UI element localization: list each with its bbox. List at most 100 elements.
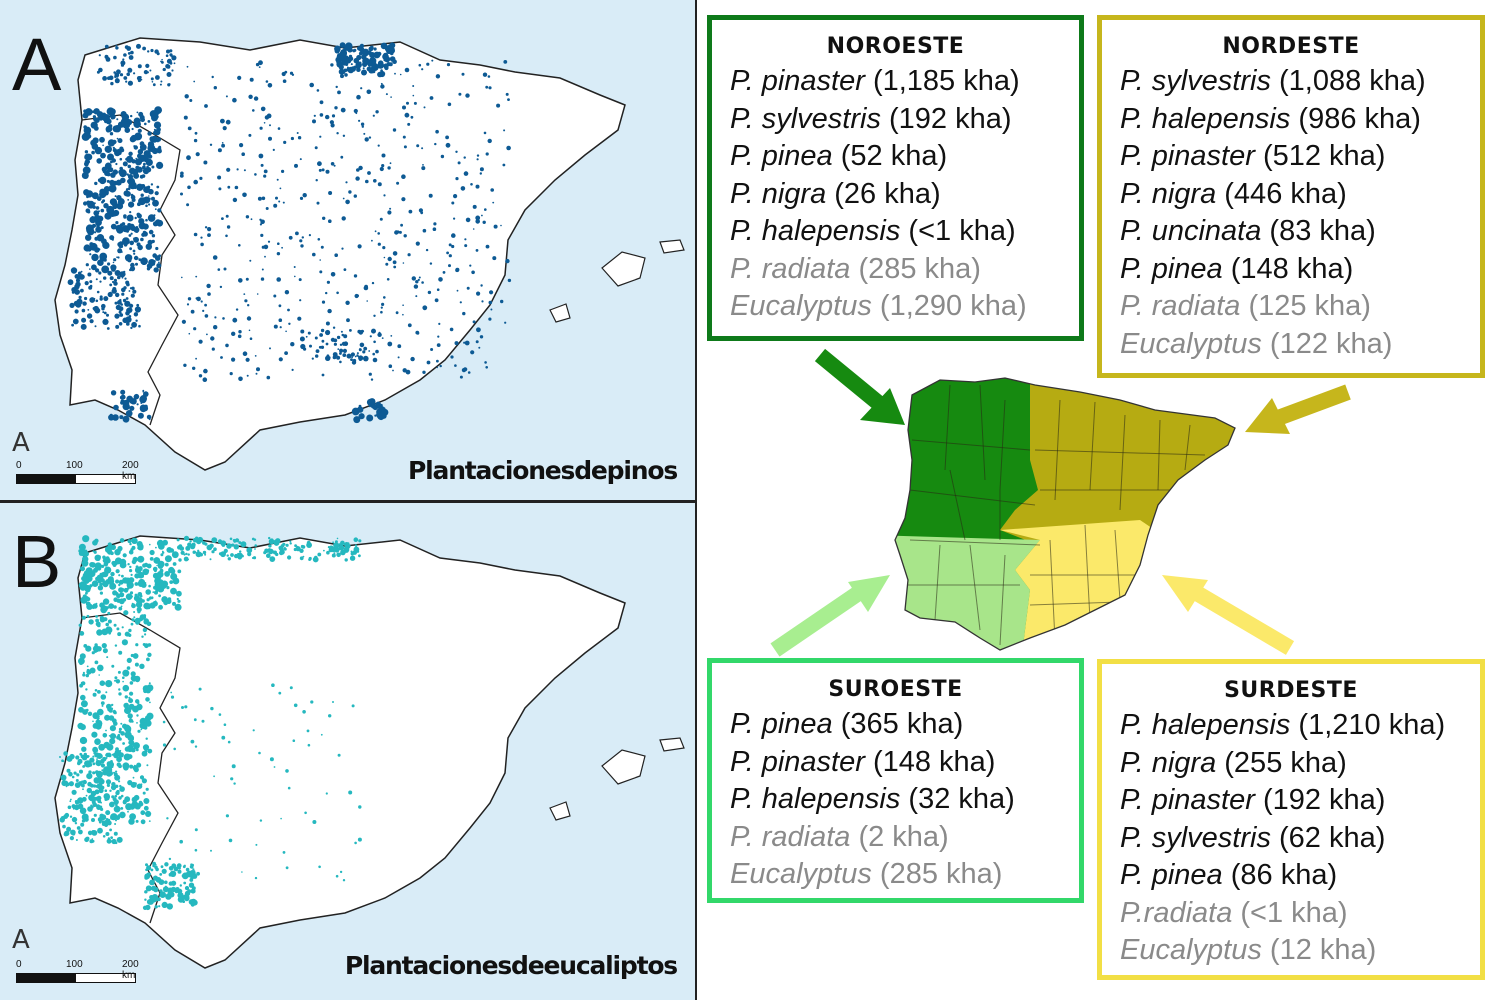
plantation-patch — [101, 704, 104, 707]
plantation-patch — [248, 94, 253, 100]
arrow-surdeste-icon — [1162, 575, 1295, 655]
plantation-patch — [121, 120, 129, 128]
plantation-patch — [82, 535, 90, 543]
plantation-patch — [321, 168, 325, 172]
plantation-patch — [476, 154, 480, 157]
plantation-patch — [99, 136, 105, 143]
plantation-patch — [117, 242, 123, 247]
plantation-patch — [116, 735, 121, 740]
plantation-patch — [131, 796, 138, 803]
plantation-patch — [91, 264, 97, 271]
species-area: (32 kha) — [900, 783, 1015, 815]
plantation-patch — [109, 725, 116, 732]
plantation-patch — [503, 60, 508, 64]
plantation-patch — [269, 757, 274, 762]
plantation-patch — [118, 606, 123, 611]
species-area: (125 kha) — [1240, 290, 1371, 322]
plantation-patch — [171, 551, 179, 559]
plantation-patch — [465, 217, 471, 223]
plantation-patch — [171, 881, 176, 886]
plantation-patch — [281, 71, 286, 77]
plantation-patch — [390, 335, 393, 337]
panel-caption: Plantacionesdepinos — [408, 456, 678, 485]
plantation-patch — [94, 752, 100, 758]
plantation-patch — [482, 220, 486, 224]
plantation-patch — [303, 347, 307, 351]
plantation-patch — [335, 85, 338, 89]
plantation-patch — [69, 800, 72, 803]
plantation-patch — [89, 268, 91, 270]
plantation-patch — [500, 224, 502, 227]
plantation-patch — [436, 343, 441, 347]
plantation-patch — [147, 153, 150, 157]
plantation-patch — [123, 76, 128, 80]
species-area: (52 kha) — [832, 140, 948, 172]
plantation-patch — [377, 144, 380, 147]
plantation-patch — [92, 720, 94, 723]
species-item: P. pinaster (1,185 kha) — [730, 63, 1079, 101]
plantation-patch — [148, 195, 150, 197]
plantation-patch — [91, 150, 95, 155]
plantation-patch — [314, 336, 318, 340]
panel-divider — [695, 0, 697, 1000]
plantation-patch — [339, 55, 347, 63]
plantation-patch — [98, 210, 100, 213]
plantation-patch — [97, 717, 100, 720]
plantation-patch — [134, 782, 137, 786]
plantation-patch — [141, 615, 147, 620]
plantation-patch — [284, 351, 288, 355]
plantation-patch — [357, 244, 362, 249]
plantation-patch — [330, 63, 334, 67]
province-borders — [905, 384, 1206, 646]
plantation-patch — [248, 329, 251, 332]
plantation-patch — [314, 146, 318, 150]
plantation-patch — [188, 882, 195, 888]
plantation-patch — [157, 543, 165, 550]
plantation-patch — [73, 771, 77, 775]
plantation-patch — [93, 297, 96, 300]
plantation-patch — [228, 838, 233, 843]
plantation-patch — [232, 317, 238, 323]
plantation-patch — [133, 145, 136, 148]
plantation-patch — [278, 357, 283, 362]
plantation-patch — [96, 224, 100, 228]
species-name: P. pinea — [1120, 859, 1223, 891]
plantation-patch — [278, 304, 282, 308]
plantation-patch — [356, 69, 359, 72]
plantation-patch — [415, 295, 418, 298]
plantation-patch — [252, 729, 255, 732]
plantation-patch — [97, 558, 100, 561]
plantation-patch — [70, 267, 78, 274]
plantation-patch — [133, 764, 136, 767]
plantation-patch — [71, 789, 77, 795]
plantation-patch — [130, 114, 133, 118]
plantation-patch — [395, 311, 399, 315]
species-name: P. pinaster — [1120, 784, 1255, 816]
plantation-patch — [67, 805, 72, 810]
species-item: P. uncinata (83 kha) — [1120, 213, 1480, 251]
plantation-patch — [464, 244, 468, 248]
plantation-patch — [245, 357, 250, 362]
plantation-patch — [375, 110, 379, 114]
plantation-patch — [129, 813, 137, 821]
plantation-patch — [115, 162, 118, 166]
plantation-patch — [119, 395, 124, 400]
plantation-patch — [502, 163, 506, 167]
plantation-patch — [458, 92, 462, 96]
plantation-patch — [149, 543, 151, 546]
plantation-patch — [71, 816, 78, 823]
plantation-patch — [331, 553, 336, 558]
region-box-nordeste: NORDESTE P. sylvestris (1,088 kha) P. hal… — [1097, 15, 1485, 378]
plantation-patch — [152, 566, 158, 572]
plantation-patch — [130, 134, 138, 142]
plantation-patch — [415, 330, 420, 335]
plantation-patch — [505, 92, 509, 96]
plantation-patch — [387, 166, 391, 170]
plantation-patch — [82, 594, 88, 599]
plantation-patch — [339, 870, 343, 874]
plantation-patch — [104, 145, 113, 153]
plantation-patch — [381, 407, 386, 412]
plantation-patch — [362, 350, 366, 354]
menorca-island — [659, 737, 685, 752]
plantation-patch — [219, 285, 223, 289]
